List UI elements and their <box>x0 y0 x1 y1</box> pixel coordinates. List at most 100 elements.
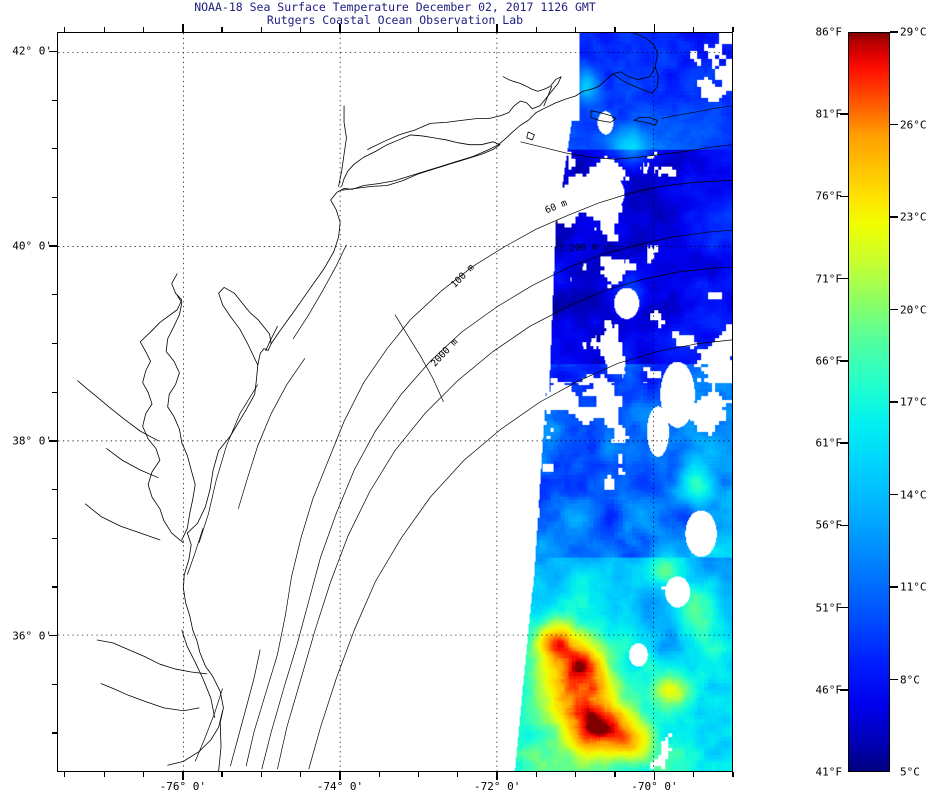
colorbar-celsius-tick <box>890 308 898 311</box>
bathymetry-contour <box>520 141 732 160</box>
coastline-segment <box>341 134 501 191</box>
latitude-tick-mark <box>49 50 57 53</box>
colorbar-celsius-label: 8°C <box>900 673 920 686</box>
coastline-segment <box>367 76 562 150</box>
colorbar-celsius-tick <box>890 401 898 403</box>
coastline-segment <box>85 503 161 541</box>
temperature-colorbar <box>848 32 890 772</box>
latitude-minor-tick <box>52 196 57 199</box>
coastline-segment <box>338 105 347 187</box>
longitude-tick-mark-top <box>339 24 341 32</box>
colorbar-fahrenheit-tick <box>840 195 848 198</box>
longitude-tick-label: -72° 0' <box>473 780 521 793</box>
latitude-minor-tick <box>52 391 57 393</box>
latitude-tick-mark <box>49 634 57 637</box>
longitude-minor-tick-top <box>300 27 302 32</box>
colorbar-celsius-tick <box>890 31 898 33</box>
coastline-segment <box>96 639 208 675</box>
longitude-minor-tick-top <box>103 27 105 32</box>
latitude-minor-tick <box>52 537 57 539</box>
latitude-tick-mark <box>49 245 57 247</box>
bathymetry-contour <box>237 358 306 509</box>
latitude-tick-label: 36° 0' <box>12 629 52 643</box>
latitude-minor-tick <box>52 683 57 685</box>
longitude-minor-tick-top <box>575 27 577 32</box>
longitude-tick-label: -70° 0' <box>631 780 678 793</box>
bathymetry-contour-paths <box>186 105 732 770</box>
colorbar-celsius-tick <box>890 493 898 496</box>
colorbar-fahrenheit-tick <box>840 360 848 362</box>
colorbar-fahrenheit-tick <box>840 524 848 527</box>
longitude-tick-mark-top <box>182 24 184 32</box>
sst-map-plot-area: 60 m 200 m 100 m 2000 m <box>57 32 733 772</box>
latitude-minor-tick <box>52 148 57 150</box>
longitude-minor-tick <box>221 772 223 777</box>
latitude-tick-mark <box>49 440 57 442</box>
longitude-minor-tick <box>732 772 734 777</box>
longitude-tick-label: -76° 0' <box>159 780 206 793</box>
longitude-minor-tick-top <box>535 27 538 32</box>
colorbar-fahrenheit-label: 61°F <box>815 436 843 450</box>
longitude-minor-tick <box>535 772 538 777</box>
longitude-minor-tick <box>260 772 262 777</box>
bathymetry-contour <box>661 105 732 119</box>
longitude-minor-tick <box>300 772 302 777</box>
latitude-minor-tick <box>52 732 57 734</box>
coastline-segment <box>218 287 272 366</box>
colorbar-fahrenheit-label: 41°F <box>815 765 843 779</box>
colorbar-celsius-tick <box>890 586 898 588</box>
colorbar-celsius-label: 14°C <box>900 488 927 501</box>
lat-lon-gridlines <box>58 33 732 771</box>
colorbar-fahrenheit-label: 51°F <box>815 601 843 615</box>
bathymetry-contour <box>230 649 261 767</box>
longitude-minor-tick-top <box>221 27 223 32</box>
bathymetry-contour <box>308 339 732 770</box>
longitude-minor-tick-top <box>732 27 734 32</box>
latitude-minor-tick <box>52 586 57 588</box>
coastline-paths <box>77 33 659 771</box>
longitude-tick-mark <box>339 772 341 780</box>
colorbar-celsius-label: 20°C <box>900 303 927 316</box>
bathymetry-contour <box>394 314 444 403</box>
colorbar-fahrenheit-label: 66°F <box>815 354 843 368</box>
colorbar-celsius-label: 29°C <box>900 25 927 39</box>
bathymetry-contour <box>186 528 204 575</box>
coastline-segment <box>167 710 224 766</box>
latitude-tick-label: 38° 0' <box>12 434 52 448</box>
longitude-tick-label: -74° 0' <box>316 780 364 793</box>
longitude-minor-tick <box>417 772 420 777</box>
latitude-tick-label: 40° 0' <box>12 239 52 253</box>
longitude-minor-tick <box>693 772 695 777</box>
colorbar-celsius-label: 11°C <box>900 580 927 594</box>
coastline-segment <box>633 117 658 126</box>
colorbar-celsius-tick <box>890 678 898 681</box>
colorbar-celsius-label: 26°C <box>900 118 927 131</box>
coastline-segment <box>181 629 216 718</box>
longitude-minor-tick-top <box>260 27 262 32</box>
coastline-segment <box>171 273 178 294</box>
colorbar-fahrenheit-tick <box>840 606 848 609</box>
latitude-minor-tick <box>52 489 57 491</box>
coastline-segment <box>590 110 617 123</box>
longitude-tick-mark <box>653 772 656 780</box>
coastline-segment <box>265 325 278 351</box>
bathymetry-contour-label: 200 m <box>569 241 598 254</box>
colorbar-fahrenheit-label: 86°F <box>815 25 843 39</box>
colorbar-celsius-label: 23°C <box>900 210 927 224</box>
longitude-minor-tick-top <box>417 27 420 32</box>
coastline-segment <box>165 294 196 541</box>
coastline-segment <box>100 683 200 712</box>
colorbar-fahrenheit-tick <box>840 113 848 115</box>
longitude-minor-tick-top <box>457 27 459 32</box>
bathymetry-contour <box>261 229 732 770</box>
longitude-minor-tick-top <box>614 27 616 32</box>
bathymetry-contour <box>245 180 732 767</box>
longitude-minor-tick <box>64 772 66 777</box>
chart-title-line-2: Rutgers Coastal Ocean Observation Lab <box>266 13 524 27</box>
longitude-minor-tick <box>103 772 105 777</box>
colorbar-celsius-label: 17°C <box>900 395 927 409</box>
longitude-tick-mark-top <box>496 24 498 32</box>
chart-title-line-1: NOAA-18 Sea Surface Temperature December… <box>194 0 596 14</box>
coastline-segment <box>106 448 159 479</box>
